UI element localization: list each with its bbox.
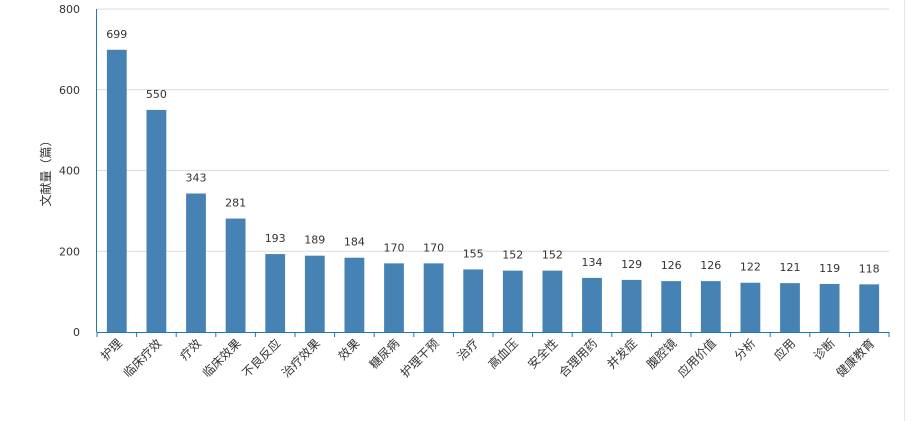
bar xyxy=(582,277,602,332)
bar xyxy=(740,282,761,332)
x-tick-label: 效果 xyxy=(335,336,363,364)
x-tick-label: 疗效 xyxy=(177,336,205,364)
data-label: 155 xyxy=(463,247,484,260)
data-label: 129 xyxy=(621,258,642,271)
bar xyxy=(344,257,365,332)
bar xyxy=(146,109,167,332)
bars xyxy=(106,49,880,333)
data-label: 134 xyxy=(582,256,603,269)
x-tick-label: 健康教育 xyxy=(833,336,878,381)
bar xyxy=(106,49,127,333)
x-tick-label: 临床疗效 xyxy=(120,336,165,381)
x-tick-label: 护理干预 xyxy=(398,336,442,380)
data-label: 126 xyxy=(700,259,721,272)
bar xyxy=(463,269,484,332)
bar xyxy=(661,281,682,332)
bar xyxy=(542,270,563,332)
bar xyxy=(186,193,206,332)
x-tick-label: 糖尿病 xyxy=(366,336,402,372)
data-label: 126 xyxy=(661,259,682,272)
data-label: 121 xyxy=(780,261,801,274)
x-tick-label: 临床效果 xyxy=(199,336,244,381)
y-tick-label: 200 xyxy=(59,245,80,258)
x-tick-label: 诊断 xyxy=(810,336,838,364)
y-tick-label: 800 xyxy=(59,3,80,16)
data-label: 152 xyxy=(542,249,563,262)
data-label: 152 xyxy=(502,249,523,262)
x-tick-label: 应用 xyxy=(771,336,799,364)
data-label: 119 xyxy=(819,262,840,275)
x-tick-label: 不良反应 xyxy=(239,336,284,381)
bar xyxy=(423,263,444,332)
x-tick-label: 安全性 xyxy=(524,336,560,372)
data-label: 189 xyxy=(304,234,325,247)
bar xyxy=(859,284,880,332)
y-tick-label: 400 xyxy=(59,165,80,178)
bar xyxy=(819,283,840,332)
bar xyxy=(700,281,721,332)
data-label: 281 xyxy=(225,197,246,210)
data-label: 170 xyxy=(423,241,444,254)
bar xyxy=(265,254,286,332)
bar xyxy=(384,263,404,332)
data-label: 170 xyxy=(384,241,405,254)
y-axis-ticks: 0 200 400 600 800 xyxy=(59,3,80,339)
x-tick-label: 分析 xyxy=(732,336,759,363)
data-label: 122 xyxy=(740,261,761,274)
data-label: 343 xyxy=(186,172,207,185)
data-label: 193 xyxy=(265,232,286,245)
x-tick-label: 并发症 xyxy=(604,336,640,372)
data-label: 118 xyxy=(859,262,880,275)
x-tick-label: 腹腔镜 xyxy=(643,336,679,372)
data-label: 184 xyxy=(344,236,365,249)
bar xyxy=(304,255,325,332)
x-tick-label: 治疗 xyxy=(454,336,481,363)
data-label: 699 xyxy=(106,28,127,41)
grid-lines xyxy=(97,8,889,252)
x-tick-label: 应用价值 xyxy=(674,336,719,381)
bar xyxy=(621,279,642,332)
y-tick-label: 600 xyxy=(59,84,80,97)
y-tick-label: 0 xyxy=(73,326,80,339)
y-axis-label: 文献量（篇） xyxy=(38,134,53,206)
x-tick-label: 高血压 xyxy=(485,336,521,372)
panel-border xyxy=(904,0,905,421)
x-tick-label: 护理 xyxy=(98,336,125,363)
bar xyxy=(225,218,246,332)
data-labels: 699 550 343 281 193 189 184 170 170 155 152 152 134 1… xyxy=(106,28,879,276)
x-tick-label: 合理用药 xyxy=(556,336,601,381)
x-tick-label: 治疗效果 xyxy=(278,336,323,381)
data-label: 550 xyxy=(146,88,167,101)
bar xyxy=(780,283,800,332)
bar xyxy=(502,270,523,332)
